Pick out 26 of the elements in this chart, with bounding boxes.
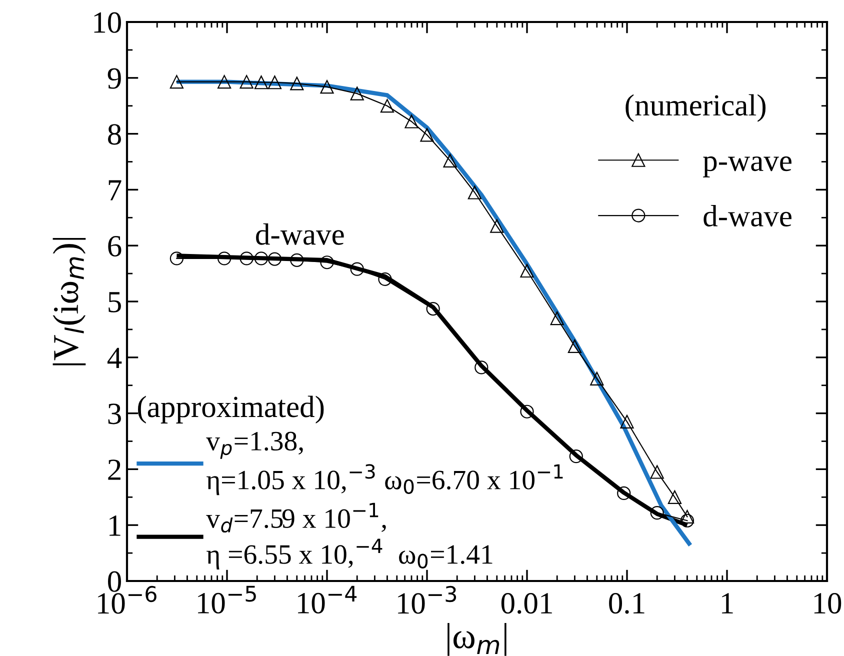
annotation: d-wave (256, 223, 344, 245)
text: v$_{p}$=1.38, η=1.05 x 10,$^{−3}$ ω$_{0}$=6.70 x 10$^{−1}$ (206, 432, 563, 496)
y-tick-label: 1 (110, 516, 120, 536)
annotation: (approximated) (138, 396, 324, 424)
text: v$_{d}$=7.59 x 10$^{−1}$, η =6.55 x 10,$^{−4}$ ω$_{0}$=1.41 (206, 502, 492, 570)
x-tick-label: 0.01 (501, 592, 552, 614)
y-axis-title: |V$_{l}$(iω$_{m}$)| (52, 238, 86, 366)
x-tick-label: 0.1 (609, 592, 644, 614)
x-tick-label: 1 (722, 593, 733, 614)
y-tick-label: 10 (94, 12, 121, 33)
y-tick-label: 2 (108, 460, 120, 480)
x-tick-label: 10$^{−4}$ (298, 586, 357, 614)
y-tick-label: 3 (108, 404, 121, 424)
y-tick-label: 4 (107, 348, 122, 368)
legend-label: p-wave (703, 156, 792, 178)
y-tick-label: 9 (108, 68, 121, 89)
x-tick-label: 10 (814, 592, 842, 614)
y-tick-label: 5 (108, 292, 121, 312)
x-tick-label: 10$^{−3}$ (398, 586, 456, 614)
legend-title: (numerical) (626, 94, 766, 122)
legend-label: d-wave (704, 205, 792, 227)
y-tick-label: 7 (108, 180, 122, 200)
y-tick-label: 6 (108, 236, 122, 256)
y-tick-label: 8 (108, 124, 121, 145)
x-tick-label: 10$^{−5}$ (198, 586, 256, 614)
x-axis-title: |ω$_{m}$| (448, 623, 506, 656)
